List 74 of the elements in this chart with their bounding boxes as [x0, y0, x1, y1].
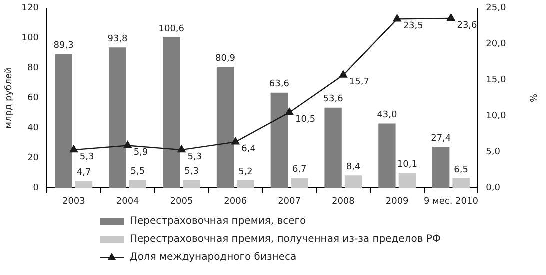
point — [447, 14, 456, 22]
legend-label: Доля международного бизнеса — [130, 252, 297, 262]
y2-tick-label: 15,0 — [486, 76, 506, 86]
bar — [163, 37, 180, 188]
data-label: 23,6 — [457, 20, 478, 31]
bar — [270, 92, 288, 188]
point — [178, 145, 186, 153]
y-axis-title: млрд рублей — [4, 68, 15, 129]
bar — [129, 180, 147, 188]
data-label: 43,0 — [377, 110, 398, 121]
y2-tick-label: 5,0 — [486, 148, 501, 158]
legend-label: Перестраховочная премия, всего — [130, 216, 306, 226]
x-tick-label: 2007 — [278, 196, 301, 207]
data-label: 5,3 — [80, 152, 94, 162]
point — [70, 145, 78, 153]
bar — [432, 147, 450, 188]
x-tick-label: 2004 — [116, 196, 140, 207]
bar — [291, 178, 308, 188]
bar — [216, 66, 234, 188]
data-label: 80,9 — [215, 54, 236, 64]
y2-tick-label: 20,0 — [486, 40, 506, 50]
data-label: 27,4 — [431, 134, 452, 144]
data-label: 53,6 — [323, 94, 344, 105]
bar — [237, 180, 254, 188]
data-label: 5,3 — [188, 152, 202, 162]
point — [339, 70, 348, 78]
bar — [324, 108, 342, 188]
x-tick-label: 9 мес. 2010 — [424, 196, 479, 207]
y2-axis-title: % — [527, 94, 538, 104]
data-label: 100,6 — [158, 24, 185, 34]
bar — [55, 54, 72, 188]
bar — [398, 173, 416, 188]
point — [232, 138, 240, 145]
data-label: 5,5 — [130, 166, 146, 177]
y-tick-label: 100 — [22, 34, 40, 44]
point — [393, 14, 402, 22]
data-label: 6,7 — [292, 165, 307, 176]
bar — [378, 124, 396, 188]
x-tick-label: 2006 — [224, 196, 248, 207]
bar — [75, 181, 93, 188]
point — [285, 108, 294, 116]
data-label: 4,7 — [76, 168, 92, 178]
data-label: 6,5 — [454, 165, 468, 176]
bar — [452, 178, 470, 188]
bar — [344, 176, 362, 188]
data-label: 10,1 — [397, 160, 418, 170]
data-label: 23,5 — [403, 22, 424, 32]
data-label: 5,2 — [238, 167, 253, 178]
bar — [183, 180, 200, 188]
x-tick-label: 2003 — [62, 196, 86, 207]
point — [124, 141, 132, 148]
data-label: 63,6 — [269, 80, 290, 90]
data-label: 6,4 — [242, 144, 256, 155]
y2-tick-label: 25,0 — [486, 4, 506, 14]
data-label: 10,5 — [296, 115, 316, 126]
data-label: 8,4 — [346, 162, 361, 172]
data-label: 89,3 — [54, 41, 74, 52]
x-tick-label: 2008 — [332, 196, 356, 207]
y2-tick-label: 10,0 — [486, 112, 506, 122]
y-tick-label: 40 — [28, 124, 40, 134]
data-label: 5,9 — [134, 148, 148, 158]
y-tick-label: 60 — [28, 94, 40, 104]
bar — [109, 48, 126, 188]
x-tick-label: 2005 — [170, 196, 194, 207]
x-tick-label: 2009 — [386, 196, 410, 207]
y-tick-label: 80 — [28, 64, 40, 74]
y-tick-label: 20 — [28, 154, 40, 164]
y2-tick-label: 0,0 — [486, 184, 501, 194]
data-label: 5,3 — [184, 167, 199, 178]
data-label: 15,7 — [349, 78, 370, 88]
y-tick-label: 120 — [22, 4, 40, 14]
legend-label: Перестраховочная премия, полученная из-за пределов РФ — [130, 234, 442, 244]
data-label: 93,8 — [108, 34, 128, 44]
y-tick-label: 0 — [33, 184, 40, 194]
